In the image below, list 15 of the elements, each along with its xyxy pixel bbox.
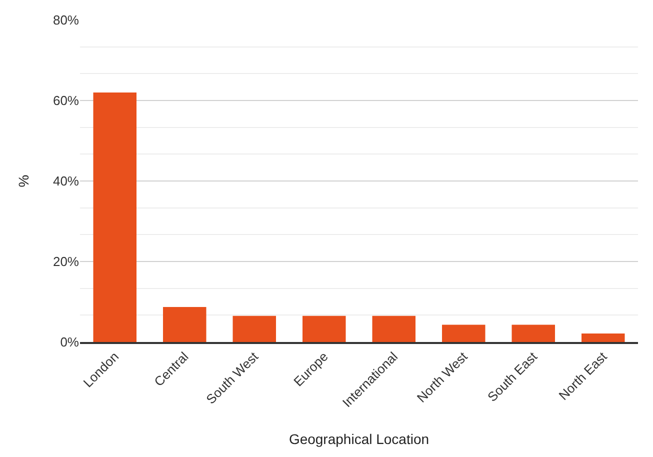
bar <box>442 324 486 342</box>
x-axis-title: Geographical Location <box>288 430 430 447</box>
bar <box>93 92 136 342</box>
bar <box>232 316 276 342</box>
y-axis-title: % <box>16 174 32 188</box>
bar <box>512 324 555 342</box>
y-tick-label: 40% <box>52 174 80 189</box>
bar <box>163 306 206 342</box>
bar <box>582 334 625 342</box>
y-tick-label: 80% <box>52 12 80 28</box>
y-tick-label: 20% <box>52 254 80 270</box>
bar <box>372 316 416 342</box>
y-tick-label: 60% <box>52 93 80 108</box>
bar <box>302 316 346 342</box>
y-tick-label: 0% <box>60 334 80 350</box>
